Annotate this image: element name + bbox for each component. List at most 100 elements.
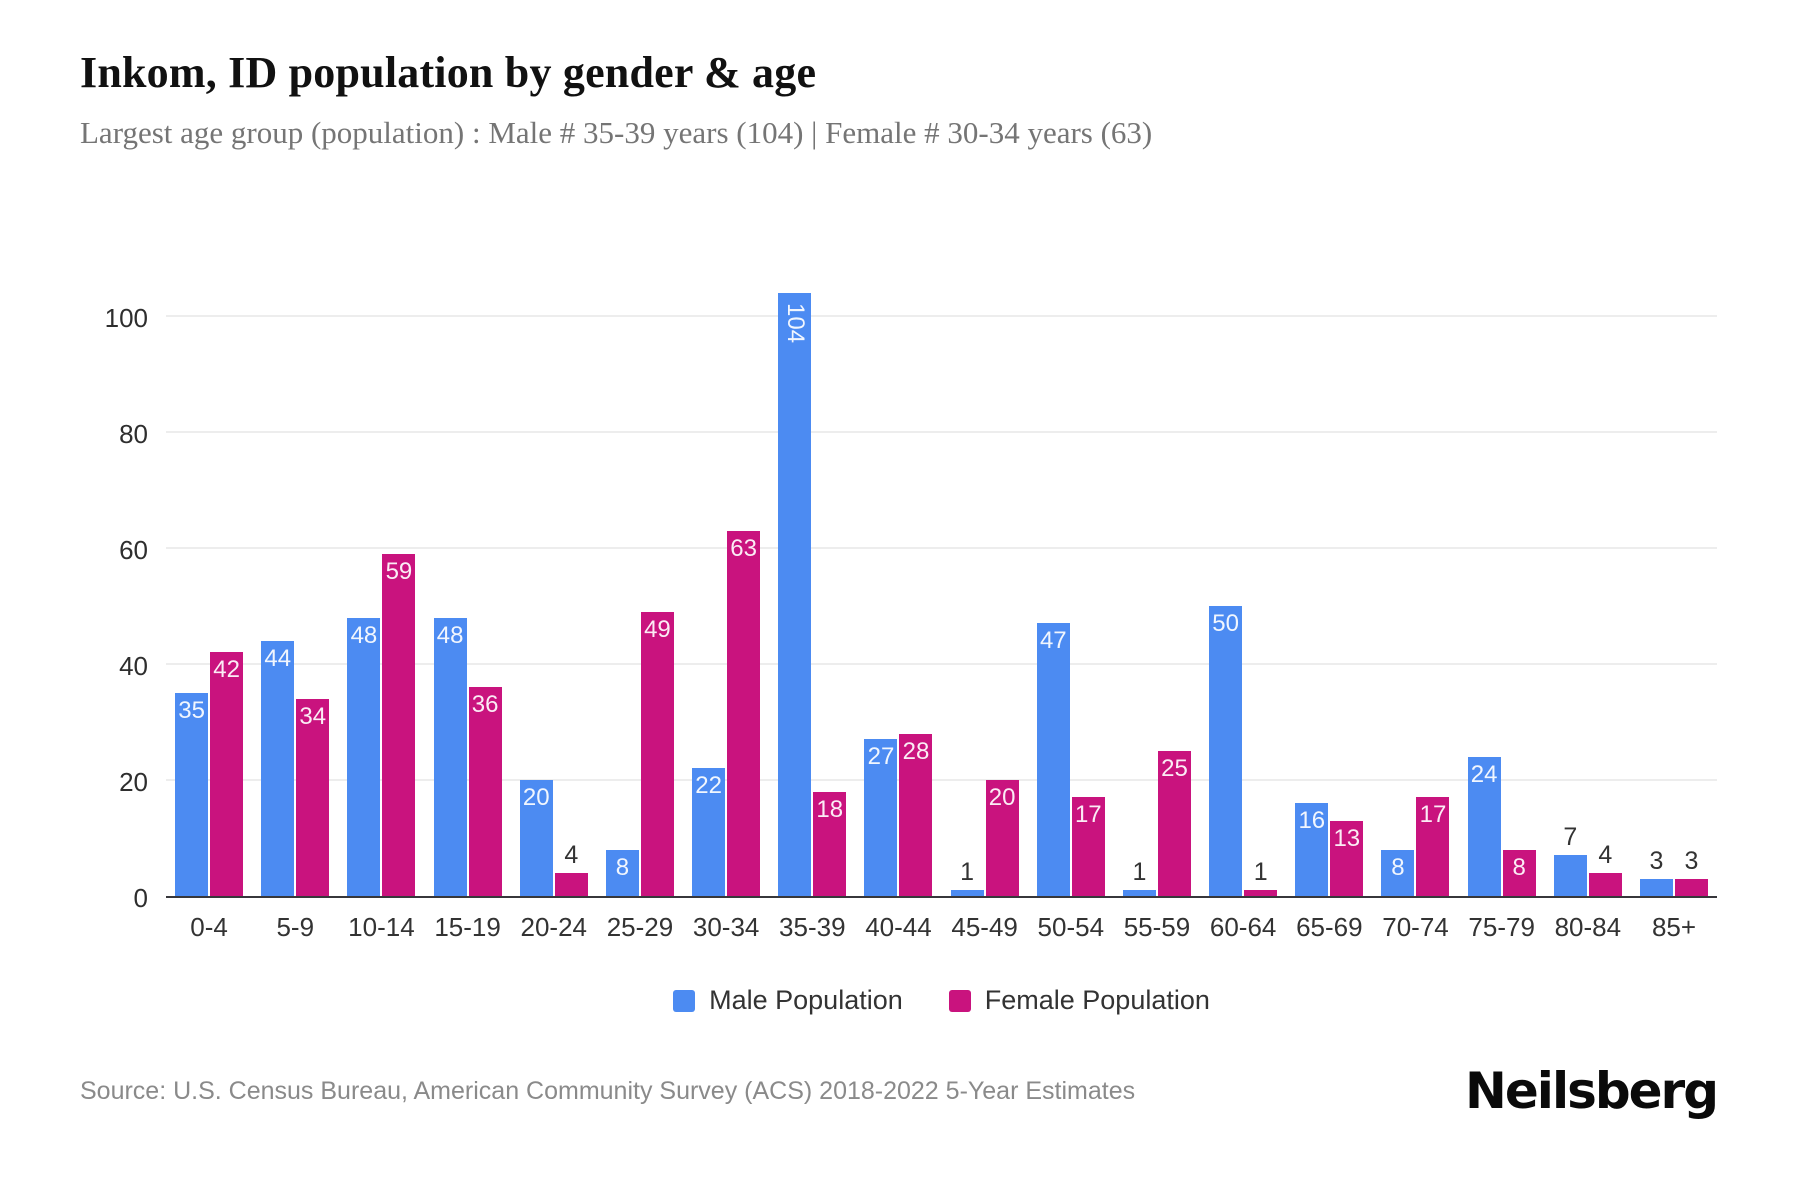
- chart-header: Inkom, ID population by gender & age Lar…: [80, 48, 1717, 151]
- bar-value-label: 18: [816, 795, 844, 823]
- bar-value-label: 63: [730, 534, 757, 562]
- bar-group-15-19: 48 36: [425, 258, 511, 896]
- bar-male-10-14[interactable]: 48: [347, 617, 381, 896]
- bar-group-40-44: 27 28: [855, 258, 941, 896]
- y-tick-label-20: 20: [119, 767, 148, 797]
- bar-value-label: 8: [1391, 853, 1405, 881]
- x-tick-label-25-29: 25-29: [606, 912, 674, 942]
- bar-value-label: 16: [1298, 807, 1326, 835]
- bar-male-30-34[interactable]: 22: [692, 768, 726, 896]
- bar-female-40-44[interactable]: 28: [899, 733, 933, 896]
- bar-male-50-54[interactable]: 47: [1036, 623, 1070, 896]
- bar-value-label: 4: [564, 840, 579, 869]
- bar-value-label: 8: [615, 853, 630, 881]
- x-tick-label-60-64: 60-64: [1209, 912, 1277, 942]
- bar-male-25-29[interactable]: 8: [605, 849, 639, 896]
- chart-footer: Source: U.S. Census Bureau, American Com…: [80, 1062, 1719, 1120]
- bar-female-85-[interactable]: 3: [1675, 848, 1708, 896]
- x-tick-label-85-: 85+: [1651, 912, 1697, 942]
- bar-male-40-44[interactable]: 27: [864, 739, 898, 896]
- y-axis: 0 20 40 60 80 100: [80, 258, 166, 911]
- bar-value-label: 49: [644, 615, 671, 643]
- bar-group-50-54: 47 17: [1028, 258, 1114, 896]
- bar-female-60-64[interactable]: 1: [1244, 860, 1278, 896]
- bar-male-65-69[interactable]: 16: [1295, 803, 1329, 896]
- gridline-60: [166, 547, 1717, 549]
- x-tick-label-20-24: 20-24: [520, 912, 588, 942]
- bar-female-0-4[interactable]: 42: [210, 652, 244, 896]
- bar-male-5-9[interactable]: 44: [261, 640, 295, 896]
- x-tick-label-45-49: 45-49: [951, 912, 1018, 942]
- bar-male-85-[interactable]: 3: [1640, 848, 1673, 896]
- x-tick-label-75-79: 75-79: [1468, 912, 1535, 942]
- x-tick-label-10-14: 10-14: [348, 912, 415, 942]
- x-tick-label-70-74: 70-74: [1382, 912, 1449, 942]
- bar-male-75-79[interactable]: 24: [1467, 756, 1501, 896]
- bar-female-5-9[interactable]: 34: [296, 698, 330, 896]
- bar-value-label: 13: [1333, 824, 1361, 852]
- bar-value-label: 3: [1684, 846, 1699, 875]
- bar-female-15-19[interactable]: 36: [468, 687, 502, 896]
- bar-male-35-39[interactable]: 104: [778, 292, 812, 896]
- bar-female-35-39[interactable]: 18: [813, 791, 847, 896]
- bar-value-label: 35: [178, 697, 205, 724]
- bar-value-label: 50: [1212, 610, 1239, 637]
- legend-label-male-population: Male Population: [709, 985, 903, 1015]
- population-bar-chart: 0 20 40 60 80 100 35 42 44 34 48 59 48 36 20 4 8 49 22 63 1…: [80, 258, 1717, 1016]
- x-tick-label-5-9: 5-9: [276, 912, 315, 942]
- bar-female-75-79[interactable]: 8: [1502, 849, 1536, 896]
- bar-male-55-59[interactable]: 1: [1122, 860, 1156, 896]
- bar-male-45-49[interactable]: 1: [950, 860, 984, 896]
- gridline-80: [166, 431, 1717, 433]
- bar-female-55-59[interactable]: 25: [1157, 751, 1191, 896]
- bar-group-60-64: 50 1: [1200, 258, 1286, 896]
- bar-female-45-49[interactable]: 20: [985, 780, 1019, 896]
- bar-value-label: 25: [1161, 755, 1188, 782]
- bar-value-label: 17: [1419, 801, 1447, 829]
- legend-item-male-population[interactable]: Male Population: [673, 985, 903, 1016]
- bar-value-label: 34: [299, 702, 327, 730]
- bar-female-25-29[interactable]: 49: [640, 611, 674, 896]
- bar-value-label: 36: [471, 691, 499, 719]
- brand-logo: Neilsberg: [1465, 1062, 1719, 1120]
- bar-group-5-9: 44 34: [252, 258, 338, 896]
- bar-female-50-54[interactable]: 17: [1071, 797, 1105, 896]
- page-subtitle: Largest age group (population) : Male # …: [80, 114, 1153, 150]
- gridline-20: [166, 779, 1717, 781]
- x-tick-label-80-84: 80-84: [1554, 912, 1622, 942]
- bar-group-20-24: 20 4: [511, 258, 597, 896]
- x-tick-label-0-4: 0-4: [190, 912, 228, 942]
- legend-item-female-population[interactable]: Female Population: [948, 985, 1210, 1016]
- bar-female-80-84[interactable]: 4: [1588, 842, 1622, 896]
- bar-male-80-84[interactable]: 7: [1553, 825, 1587, 896]
- bar-male-70-74[interactable]: 8: [1381, 849, 1415, 896]
- bar-value-label: 1: [1132, 858, 1147, 887]
- bar-female-20-24[interactable]: 4: [554, 842, 588, 896]
- bar-value-label: 104: [781, 302, 809, 343]
- bar-female-10-14[interactable]: 59: [382, 553, 416, 896]
- bar-group-25-29: 8 49: [597, 258, 683, 896]
- bar-male-60-64[interactable]: 50: [1209, 606, 1243, 896]
- bar-female-70-74[interactable]: 17: [1416, 797, 1450, 896]
- page-title: Inkom, ID population by gender & age: [80, 48, 817, 97]
- bar-male-20-24[interactable]: 20: [519, 780, 553, 896]
- bar-value-label: 28: [902, 737, 930, 765]
- bar-male-0-4[interactable]: 35: [175, 693, 209, 896]
- bar-male-15-19[interactable]: 48: [433, 617, 467, 896]
- bar-group-10-14: 48 59: [338, 258, 424, 896]
- bar-female-65-69[interactable]: 13: [1330, 820, 1364, 896]
- bar-value-label: 8: [1512, 853, 1526, 881]
- y-tick-label-0: 0: [133, 883, 148, 913]
- bar-value-label: 7: [1563, 823, 1578, 852]
- x-tick-label-65-69: 65-69: [1296, 912, 1363, 942]
- legend-swatch-male-population: [673, 989, 696, 1012]
- bar-value-label: 48: [350, 621, 378, 649]
- bar-value-label: 17: [1074, 801, 1102, 829]
- bar-value-label: 1: [1253, 858, 1268, 887]
- bar-value-label: 4: [1598, 840, 1613, 869]
- bar-female-30-34[interactable]: 63: [727, 530, 761, 896]
- bar-value-label: 20: [522, 784, 550, 811]
- bar-value-label: 24: [1470, 760, 1498, 788]
